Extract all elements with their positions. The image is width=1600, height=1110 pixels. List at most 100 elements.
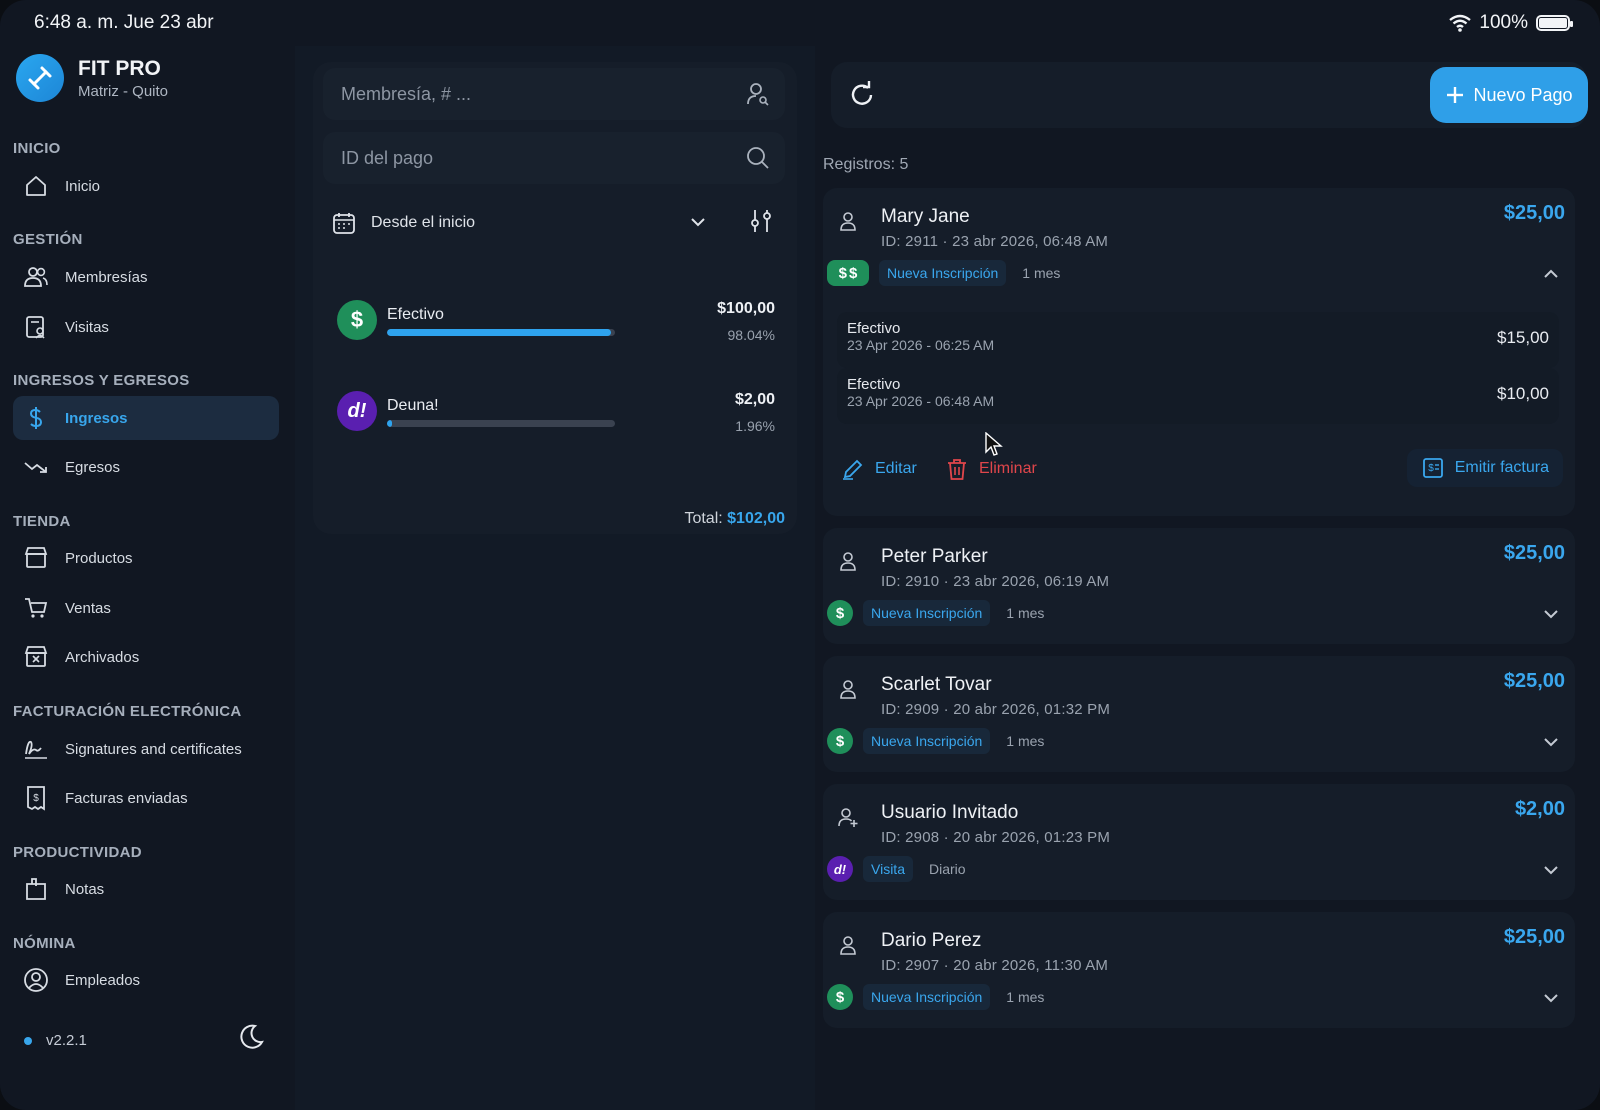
sidebar-item-egresos[interactable]: Egresos: [13, 445, 279, 489]
multi-cash-icon: $ $: [827, 260, 869, 286]
payments-panel: Nuevo Pago Registros: 5 Mary Jane ID: 29…: [815, 46, 1600, 1110]
battery-fill: [1539, 18, 1567, 28]
sidebar-item-label: Productos: [65, 549, 133, 567]
payment-tags: $ Nueva Inscripción 1 mes: [827, 984, 1050, 1010]
new-payment-button[interactable]: Nuevo Pago: [1430, 67, 1588, 123]
delete-button[interactable]: Eliminar: [945, 457, 1037, 481]
membership-search-field[interactable]: [323, 68, 785, 120]
method-progress-fill: [387, 329, 611, 336]
sub-payment-amount: $15,00: [1497, 328, 1549, 347]
payment-duration: 1 mes: [1006, 733, 1045, 749]
payer-name: Dario Perez: [881, 930, 982, 951]
sub-payment-date: 23 Apr 2026 - 06:25 AM: [847, 337, 995, 353]
method-progress-fill: [387, 420, 392, 427]
payment-card[interactable]: Scarlet Tovar ID: 2909 · 20 abr 2026, 01…: [823, 656, 1575, 772]
svg-text:$: $: [33, 793, 39, 804]
brand-subtitle: Matriz - Quito: [78, 82, 169, 100]
status-bar: 6:48 a. m. Jue 23 abr 100%: [0, 0, 1600, 46]
method-name: Deuna!: [387, 397, 439, 414]
delete-label: Eliminar: [979, 460, 1037, 477]
payment-amount: $25,00: [1503, 670, 1565, 692]
plus-icon: [1447, 87, 1464, 103]
filters-panel: Desde el inicio $ Efectivo $100,00 98.04…: [295, 46, 815, 1110]
battery-icon: [1536, 15, 1573, 31]
payment-duration: 1 mes: [1022, 265, 1061, 281]
sidebar-item-productos[interactable]: Productos: [13, 536, 279, 580]
sidebar-item-label: Ingresos: [65, 409, 128, 427]
payment-type-tag: Nueva Inscripción: [863, 984, 991, 1010]
sidebar-item-label: Inicio: [65, 177, 101, 195]
payment-id-field[interactable]: [323, 132, 785, 184]
sidebar-item-facturas[interactable]: $ Facturas enviadas: [13, 776, 279, 820]
sidebar-item-label: Notas: [65, 880, 105, 898]
payment-id-input[interactable]: [341, 147, 745, 169]
chevron-down-icon[interactable]: [1541, 732, 1561, 752]
user-search-icon[interactable]: [745, 81, 771, 107]
filter-sliders-icon[interactable]: [747, 207, 775, 235]
sidebar-item-ventas[interactable]: Ventas: [13, 586, 279, 630]
section-inicio: INICIO: [13, 140, 61, 157]
sidebar-item-archivados[interactable]: Archivados: [13, 635, 279, 679]
method-row-efectivo: $ Efectivo $100,00 98.04%: [323, 290, 785, 362]
sidebar-item-membresias[interactable]: Membresías: [13, 255, 279, 299]
total-label: Total:: [684, 510, 723, 527]
sidebar-item-signatures[interactable]: Signatures and certificates: [13, 727, 279, 771]
method-percent: 1.96%: [735, 418, 775, 434]
total-row: Total: $102,00: [684, 510, 785, 528]
sidebar-item-ingresos[interactable]: Ingresos: [13, 396, 279, 440]
payment-tags: d! Visita Diario: [827, 856, 972, 882]
payment-duration: Diario: [928, 861, 966, 877]
chevron-down-icon[interactable]: [1541, 604, 1561, 624]
new-payment-label: Nuevo Pago: [1473, 84, 1573, 105]
payment-amount: $25,00: [1503, 202, 1565, 224]
trend-down-icon: [24, 462, 47, 473]
sidebar-item-inicio[interactable]: Inicio: [13, 164, 279, 208]
payment-card[interactable]: Mary Jane ID: 2911 · 23 abr 2026, 06:48 …: [823, 188, 1575, 516]
edit-button[interactable]: Editar: [841, 457, 917, 481]
pencil-icon: [843, 459, 863, 480]
section-nomina: NÓMINA: [13, 935, 76, 952]
payment-card[interactable]: Peter Parker ID: 2910 · 23 abr 2026, 06:…: [823, 528, 1575, 644]
method-row-deuna: d! Deuna! $2,00 1.96%: [323, 381, 785, 453]
battery-percent: 100%: [1479, 12, 1528, 33]
sidebar-item-empleados[interactable]: Empleados: [13, 958, 279, 1002]
search-icon[interactable]: [745, 145, 771, 171]
cash-icon: $: [337, 300, 377, 340]
user-icon: [840, 212, 856, 231]
records-count: Registros: 5: [823, 156, 909, 173]
payment-meta: ID: 2908 · 20 abr 2026, 01:23 PM: [881, 829, 1111, 846]
sidebar-item-label: Visitas: [65, 318, 109, 336]
cash-icon: $: [827, 600, 853, 626]
moon-icon[interactable]: [236, 1022, 266, 1052]
sidebar-item-label: Ventas: [65, 599, 111, 617]
method-percent: 98.04%: [727, 327, 775, 343]
chevron-up-icon[interactable]: [1541, 264, 1561, 284]
payment-card[interactable]: Dario Perez ID: 2907 · 20 abr 2026, 11:3…: [823, 912, 1575, 1028]
payment-tags: $ Nueva Inscripción 1 mes: [827, 600, 1050, 626]
store-icon: [24, 547, 48, 568]
sidebar-item-label: Facturas enviadas: [65, 789, 188, 807]
notes-icon: [26, 878, 46, 900]
sidebar-item-notas[interactable]: Notas: [13, 867, 279, 911]
payer-name: Scarlet Tovar: [881, 674, 992, 695]
date-range-select[interactable]: Desde el inicio: [323, 199, 719, 247]
chevron-down-icon[interactable]: [1541, 988, 1561, 1008]
membership-search-input[interactable]: [341, 83, 745, 105]
svg-text:$: $: [1428, 463, 1434, 474]
date-range-value: Desde el inicio: [371, 214, 476, 231]
brand[interactable]: FIT PRO Matriz - Quito: [16, 54, 168, 102]
sidebar-item-label: Signatures and certificates: [65, 740, 242, 758]
visits-icon: [26, 316, 45, 339]
sidebar-item-label: Membresías: [65, 268, 148, 286]
chevron-down-icon[interactable]: [1541, 860, 1561, 880]
payment-duration: 1 mes: [1006, 605, 1045, 621]
payment-type-tag: Nueva Inscripción: [863, 728, 991, 754]
sidebar-item-visitas[interactable]: Visitas: [13, 305, 279, 349]
issue-invoice-button[interactable]: $ Emitir factura: [1406, 449, 1563, 487]
refresh-icon[interactable]: [847, 80, 877, 110]
user-icon: [840, 936, 856, 955]
section-productividad: PRODUCTIVIDAD: [13, 844, 142, 861]
sub-payment-row: Efectivo 23 Apr 2026 - 06:25 AM $15,00: [837, 312, 1559, 456]
payment-card[interactable]: Usuario Invitado ID: 2908 · 20 abr 2026,…: [823, 784, 1575, 900]
